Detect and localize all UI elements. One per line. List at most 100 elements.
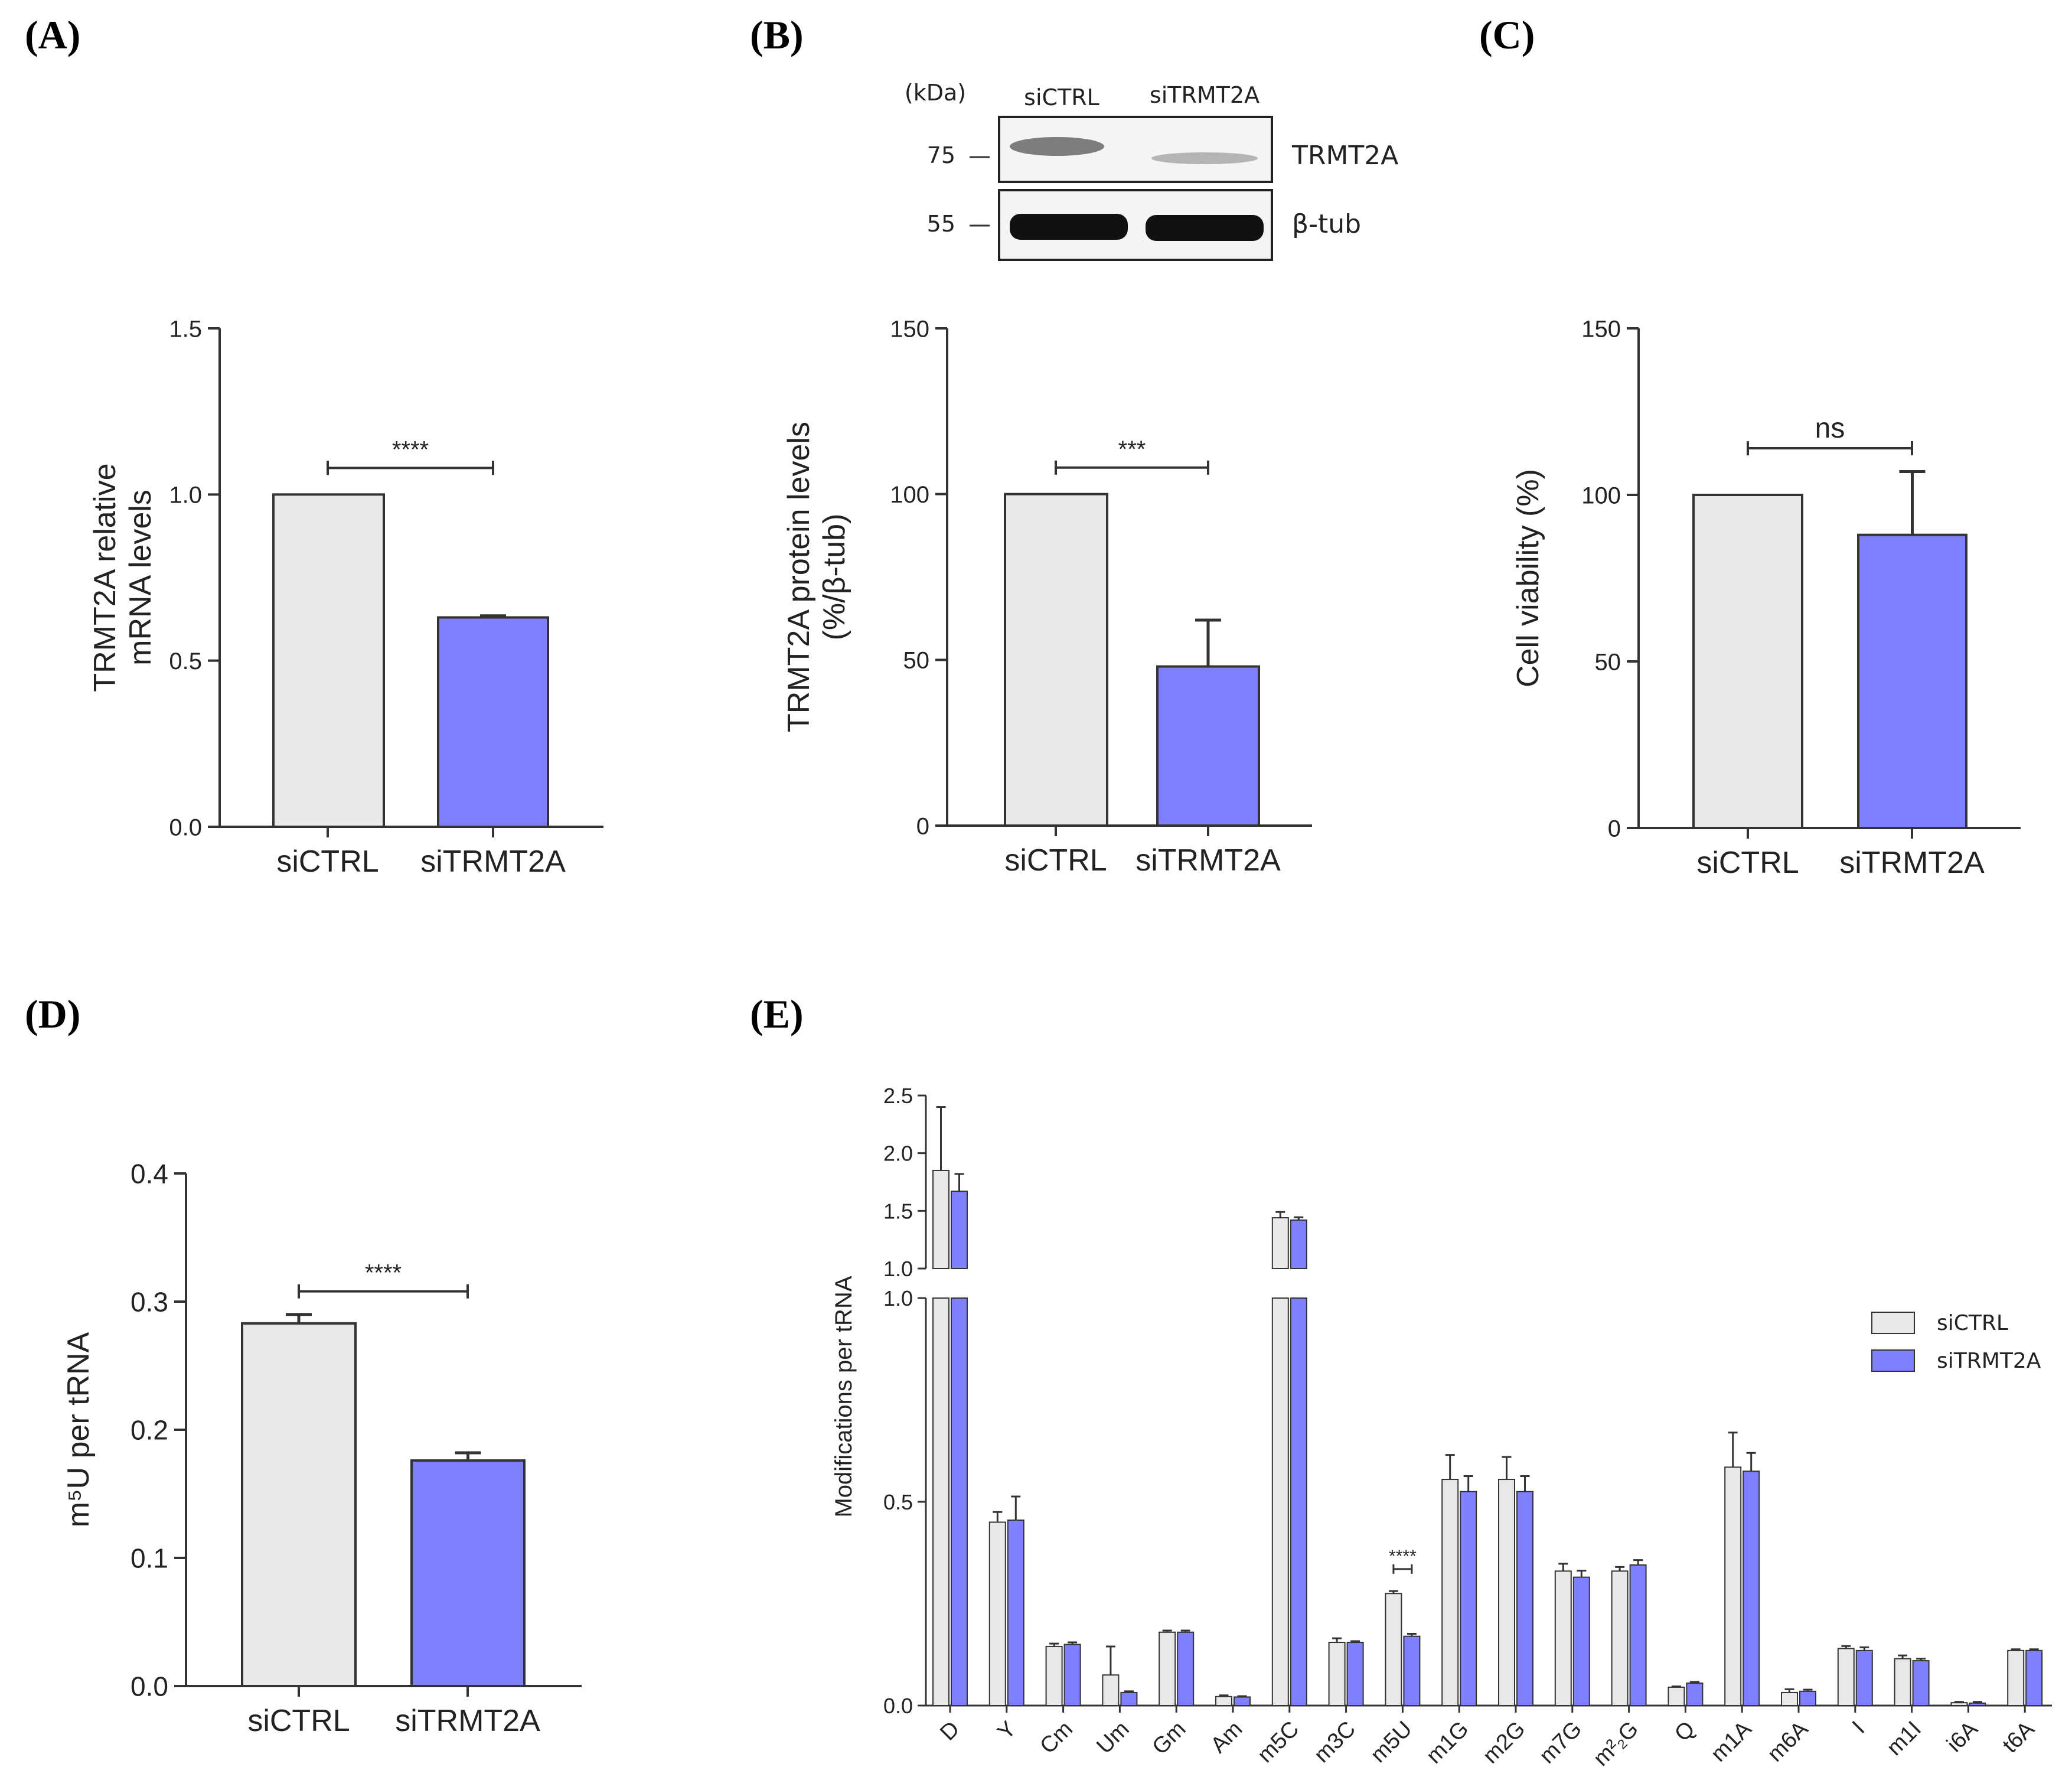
x-tick-label: m1I [1882, 1717, 1926, 1761]
x-tick-label: siTRMT2A [1839, 846, 1985, 880]
x-tick-label: siTRMT2A [420, 845, 566, 879]
kda-marker: 55 [927, 211, 955, 237]
panel-letter: (A) [25, 12, 80, 57]
panel-c: (C) 0 50 100 150 siCTRL siTRMT2A ns Cell viabili… [1479, 12, 2021, 880]
y-tick-label: 0.0 [169, 814, 202, 840]
lane-label: siTRMT2A [1150, 82, 1259, 108]
bar-sitrmt2a [1572, 1576, 1590, 1706]
y-tick-label: 1.0 [883, 1257, 913, 1281]
bar-sictrl [272, 493, 385, 828]
bar-sitrmt2a [1460, 1491, 1477, 1706]
panel-letter: (D) [25, 992, 80, 1036]
y-axis-label: m⁵U per tRNA [61, 1332, 96, 1527]
y-tick-label: 0 [916, 813, 929, 839]
band-sictrl-trmt2a [1010, 137, 1104, 156]
bar-sictrl [1102, 1674, 1120, 1706]
y-tick-label: 50 [1595, 649, 1621, 675]
y-tick-label: 0.5 [883, 1490, 913, 1514]
x-tick-label: Cm [1035, 1717, 1077, 1759]
bar-sictrl [1328, 1642, 1346, 1707]
significance-label: **** [392, 436, 429, 462]
bar-sitrmt2a [1156, 665, 1260, 827]
y-tick-label: 150 [890, 316, 929, 342]
y-tick-label: 0.1 [130, 1543, 168, 1574]
band-sitrmt2a-trmt2a [1151, 152, 1258, 164]
bar-sictrl [1004, 493, 1108, 827]
band-sictrl-btub [1010, 214, 1128, 240]
significance-label: ns [1815, 413, 1845, 444]
kda-label: (kDa) [905, 80, 966, 106]
bar-sitrmt2a [1007, 1520, 1024, 1707]
y-tick-label: 0.2 [130, 1415, 168, 1446]
bar-sitrmt2a [410, 1459, 526, 1688]
bar-sitrmt2a [1969, 1702, 1986, 1707]
legend-label: siTRMT2A [1937, 1349, 2041, 1373]
kda-marker: 75 [927, 142, 955, 168]
bar-sitrmt2a [1799, 1690, 1816, 1707]
western-blot: (kDa) siCTRL siTRMT2A 75 55 TRMT2A β-tub [905, 80, 1398, 261]
protein-label: β-tub [1292, 209, 1361, 239]
bar-sitrmt2a [1743, 1471, 1760, 1706]
y-tick-label: 50 [903, 648, 930, 674]
bar-sictrl [2007, 1649, 2025, 1707]
y-axis-label: Cell viability (%) [1511, 469, 1545, 687]
x-tick-label: m5U [1366, 1717, 1417, 1768]
y-tick-label: 0.5 [169, 648, 202, 674]
bar-sitrmt2a [1629, 1564, 1647, 1706]
y-axis-label: mRNA levels [123, 490, 158, 666]
bar-sictrl [1692, 494, 1803, 829]
y-tick-label: 0.0 [130, 1671, 168, 1702]
lane-label: siCTRL [1024, 84, 1099, 110]
x-tick-label: m2G [1478, 1717, 1530, 1769]
bar-sictrl [1554, 1570, 1572, 1707]
bar-sictrl [1271, 1297, 1289, 1706]
bar-sitrmt2a [1403, 1635, 1421, 1706]
x-tick-label: Y [993, 1717, 1022, 1745]
y-tick-label: 0 [1608, 816, 1621, 842]
bar-sitrmt2a [437, 616, 549, 829]
y-tick-label: 1.5 [169, 316, 202, 342]
x-tick-label: siTRMT2A [395, 1704, 540, 1738]
y-tick-label: 2.0 [883, 1142, 913, 1166]
y-tick-label: 0.4 [130, 1159, 168, 1189]
legend-label: siCTRL [1937, 1311, 2008, 1335]
x-tick-label: m1G [1422, 1717, 1474, 1769]
bar-sictrl-upper [1271, 1217, 1289, 1269]
bar-sitrmt2a [1063, 1644, 1081, 1706]
y-axis-label: TRMT2A relative [88, 463, 122, 692]
bar-sictrl [1159, 1631, 1176, 1707]
panel-b: (B) 0 50 100 150 siCTRL siTRMT2A *** TRMT2A prot… [750, 12, 1312, 878]
y-tick-label: 2.5 [883, 1084, 913, 1108]
bar-sitrmt2a-upper [1290, 1219, 1307, 1269]
x-tick-label: Am [1206, 1717, 1247, 1758]
panel-a: (A) 0.0 0.5 1.0 1.5 siCTRL siTRMT2A **** TRMT2A … [25, 12, 603, 879]
bar-sictrl [1724, 1466, 1742, 1707]
y-axis-label: Modifications per tRNA [831, 1276, 857, 1517]
bar-sitrmt2a [1686, 1683, 1704, 1707]
significance-label: *** [1118, 436, 1146, 462]
legend-swatch-sictrl [1871, 1312, 1915, 1334]
y-axis-label: TRMT2A protein levels [782, 422, 816, 732]
panel-e: (E) 0.0 0.5 1.0 1.0 1.5 2.0 2.5 Modifications pe… [750, 992, 2052, 1771]
panel-d: (D) 0.0 0.1 0.2 0.3 0.4 siCTRL siTRMT2A **** m⁵U … [25, 992, 582, 1738]
y-tick-label: 1.0 [883, 1286, 913, 1310]
x-tick-label: m5C [1253, 1717, 1304, 1768]
bar-sictrl [988, 1521, 1006, 1706]
x-tick-label: siCTRL [276, 845, 378, 879]
x-tick-label: m7G [1535, 1717, 1587, 1769]
bar-sictrl [1837, 1648, 1855, 1706]
bar-sictrl [1045, 1645, 1063, 1706]
bar-sitrmt2a [1855, 1649, 1873, 1707]
bar-sitrmt2a [1234, 1696, 1251, 1707]
x-tick-label: siCTRL [1696, 846, 1799, 880]
y-tick-label: 0.0 [883, 1694, 913, 1718]
x-tick-label: i6A [1942, 1716, 1983, 1757]
panel-letter: (B) [750, 12, 804, 57]
x-tick-label: Um [1092, 1717, 1134, 1759]
y-tick-label: 0.3 [130, 1287, 168, 1318]
bar-sictrl [1611, 1570, 1629, 1707]
x-tick-label: Q [1670, 1717, 1700, 1747]
bar-sictrl [1498, 1479, 1515, 1707]
x-tick-label: D [935, 1717, 964, 1746]
panel-letter: (E) [750, 992, 804, 1036]
